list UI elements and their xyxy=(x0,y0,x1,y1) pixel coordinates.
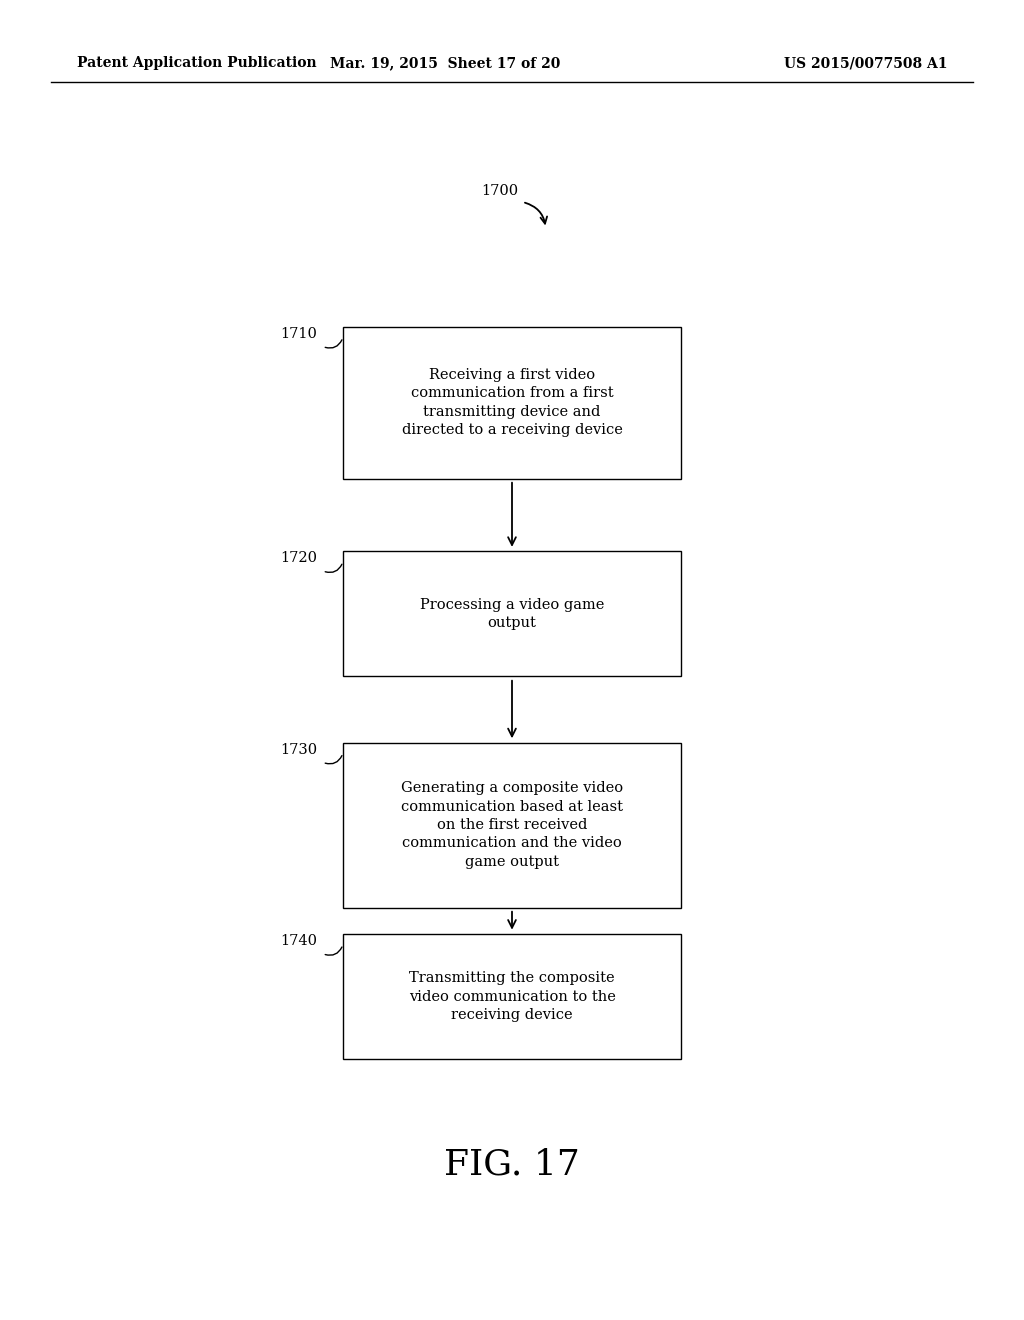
Text: 1730: 1730 xyxy=(281,742,317,756)
Text: 1720: 1720 xyxy=(281,552,317,565)
Bar xyxy=(343,552,681,676)
Text: 1710: 1710 xyxy=(281,327,317,341)
Text: Patent Application Publication: Patent Application Publication xyxy=(77,57,316,70)
Bar xyxy=(343,742,681,908)
Text: Mar. 19, 2015  Sheet 17 of 20: Mar. 19, 2015 Sheet 17 of 20 xyxy=(331,57,560,70)
Text: Receiving a first video
communication from a first
transmitting device and
direc: Receiving a first video communication fr… xyxy=(401,368,623,437)
Text: 1740: 1740 xyxy=(281,935,317,948)
Bar xyxy=(343,935,681,1059)
Text: 1700: 1700 xyxy=(481,185,518,198)
Bar xyxy=(343,327,681,479)
Text: US 2015/0077508 A1: US 2015/0077508 A1 xyxy=(783,57,947,70)
Text: Processing a video game
output: Processing a video game output xyxy=(420,598,604,630)
Text: FIG. 17: FIG. 17 xyxy=(444,1147,580,1181)
Text: Generating a composite video
communication based at least
on the first received
: Generating a composite video communicati… xyxy=(401,781,623,869)
Text: Transmitting the composite
video communication to the
receiving device: Transmitting the composite video communi… xyxy=(409,972,615,1022)
